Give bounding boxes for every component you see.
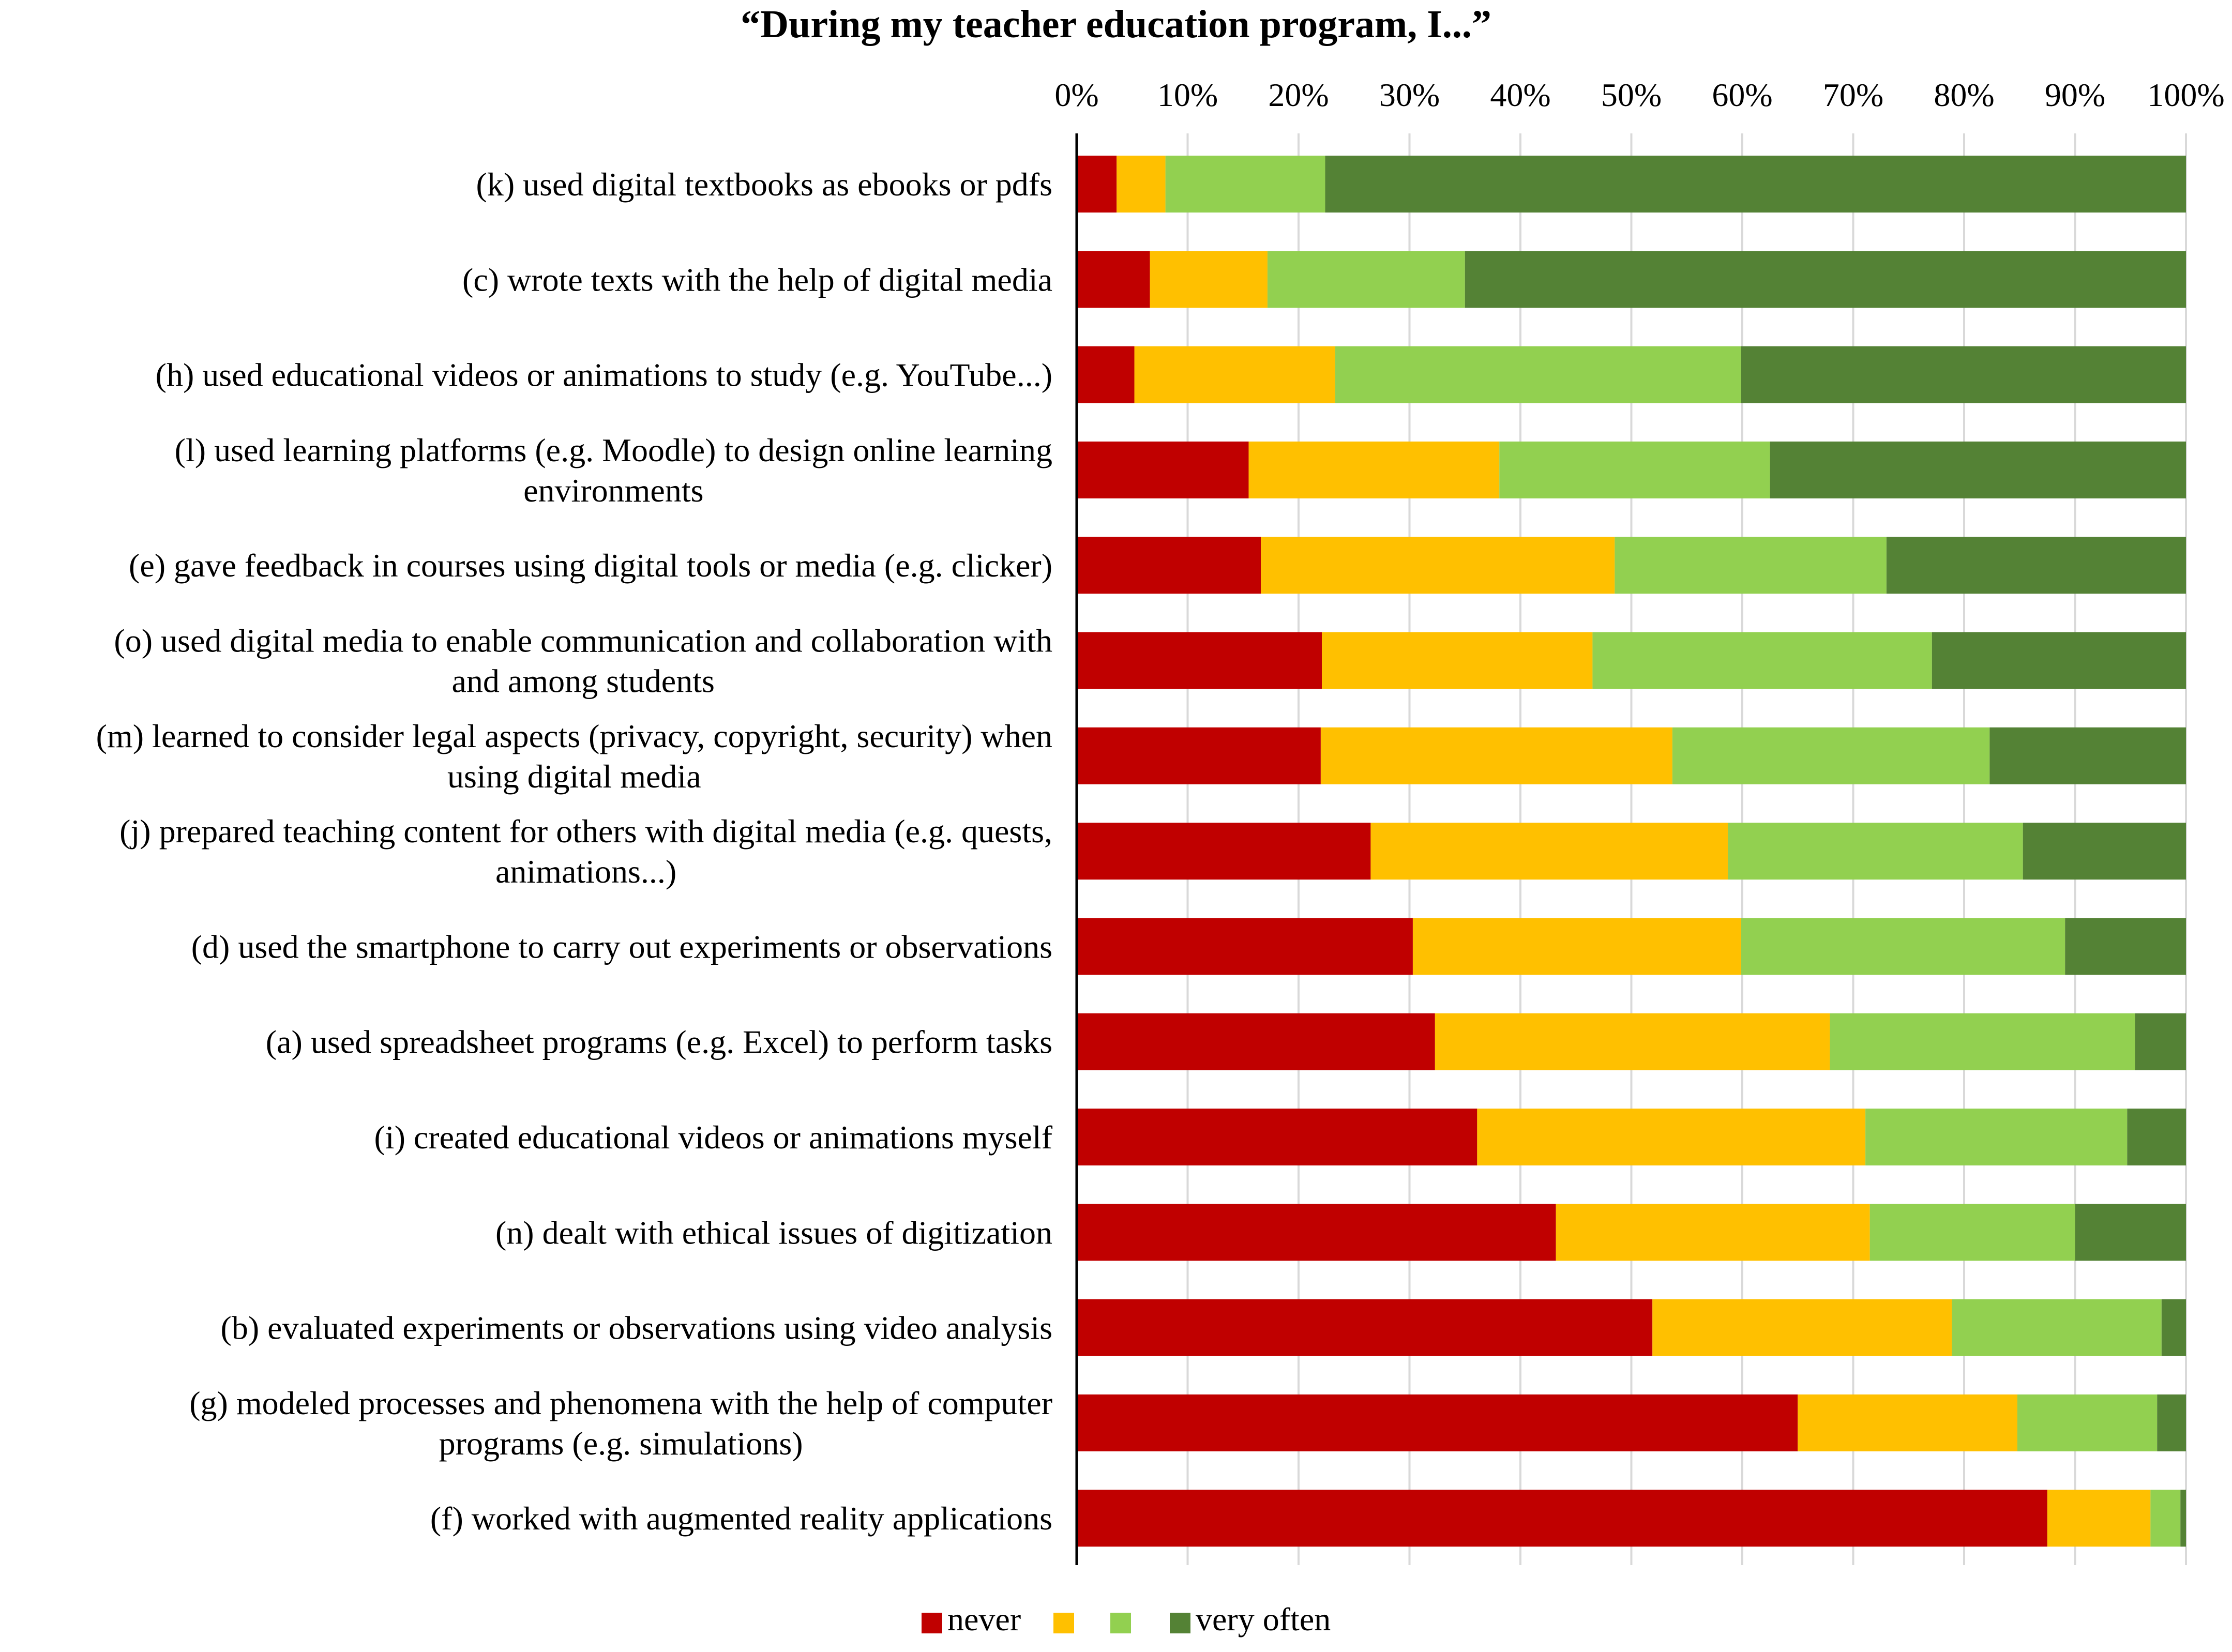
bar-segment bbox=[1477, 1109, 1866, 1165]
category-label: (f) worked with augmented reality applic… bbox=[430, 1500, 1052, 1537]
bar-segment bbox=[2047, 1490, 2151, 1547]
bar-segment bbox=[1077, 1013, 1435, 1070]
x-tick-label: 90% bbox=[2045, 77, 2105, 113]
category-label: (b) evaluated experiments or observation… bbox=[221, 1310, 1052, 1346]
bar-segment bbox=[1556, 1204, 1870, 1261]
legend-swatch bbox=[1110, 1613, 1131, 1633]
category-label: (o) used digital media to enable communi… bbox=[114, 623, 1052, 700]
legend: never very often bbox=[922, 1601, 1331, 1638]
bar-segment bbox=[2135, 1013, 2186, 1070]
bar-segment bbox=[1412, 918, 1741, 975]
bar-segment bbox=[1077, 727, 1321, 784]
bar-segment bbox=[1267, 251, 1465, 308]
category-label: (e) gave feedback in courses using digit… bbox=[129, 547, 1052, 584]
bar-segment bbox=[1728, 823, 2023, 880]
bars bbox=[1077, 156, 2186, 1547]
bar-segment bbox=[1886, 537, 2186, 594]
bar-segment bbox=[1325, 156, 2186, 213]
category-label: (l) used learning platforms (e.g. Moodle… bbox=[175, 432, 1052, 509]
bar-segment bbox=[1077, 251, 1150, 308]
x-tick-label: 10% bbox=[1157, 77, 1218, 113]
x-tick-label: 60% bbox=[1712, 77, 1772, 113]
bar-segment bbox=[1952, 1299, 2162, 1356]
x-tick-label: 20% bbox=[1268, 77, 1329, 113]
bar-segment bbox=[1592, 632, 1932, 689]
bar-segment bbox=[1770, 441, 2186, 498]
category-label: (h) used educational videos or animation… bbox=[156, 357, 1052, 393]
legend-swatch bbox=[922, 1613, 942, 1633]
bar-segment bbox=[1077, 1299, 1653, 1356]
category-label: (m) learned to consider legal aspects (p… bbox=[96, 718, 1052, 795]
category-label: (d) used the smartphone to carry out exp… bbox=[191, 928, 1052, 965]
bar-segment bbox=[1077, 156, 1117, 213]
category-label: (g) modeled processes and phenomena with… bbox=[189, 1385, 1052, 1462]
chart-title: “During my teacher education program, I.… bbox=[741, 3, 1491, 46]
legend-label: never bbox=[947, 1601, 1021, 1638]
legend-label: very often bbox=[1196, 1601, 1331, 1638]
bar-segment bbox=[1798, 1394, 2017, 1451]
x-tick-label: 0% bbox=[1054, 77, 1098, 113]
bar-segment bbox=[2065, 918, 2186, 975]
bar-segment bbox=[2127, 1109, 2186, 1165]
bar-segment bbox=[1077, 632, 1322, 689]
x-axis-ticks: 0% 10% 20% 30% 40% 50% 60% 70% 80% 90% 100% bbox=[1054, 77, 2224, 113]
legend-swatch bbox=[1170, 1613, 1190, 1633]
bar-segment bbox=[1869, 1204, 2075, 1261]
bar-segment bbox=[1741, 918, 2065, 975]
bar-segment bbox=[1150, 251, 1268, 308]
bar-segment bbox=[1499, 441, 1770, 498]
bar-segment bbox=[1165, 156, 1325, 213]
bar-segment bbox=[1322, 632, 1593, 689]
bar-segment bbox=[2150, 1490, 2181, 1547]
bar-segment bbox=[2161, 1299, 2186, 1356]
bar-segment bbox=[1077, 823, 1371, 880]
category-label: (c) wrote texts with the help of digital… bbox=[462, 261, 1052, 298]
bar-segment bbox=[1248, 441, 1500, 498]
bar-segment bbox=[1077, 441, 1249, 498]
bar-segment bbox=[1615, 537, 1887, 594]
bar-segment bbox=[2157, 1394, 2186, 1451]
bar-segment bbox=[1077, 1490, 2047, 1547]
bar-segment bbox=[1261, 537, 1615, 594]
bar-segment bbox=[2075, 1204, 2186, 1261]
category-label: (n) dealt with ethical issues of digitiz… bbox=[495, 1214, 1052, 1251]
bar-segment bbox=[1335, 346, 1741, 403]
category-label: (i) created educational videos or animat… bbox=[374, 1119, 1052, 1156]
bar-segment bbox=[1741, 346, 2186, 403]
bar-segment bbox=[2180, 1490, 2186, 1547]
category-label: (j) prepared teaching content for others… bbox=[119, 813, 1052, 890]
bar-segment bbox=[1465, 251, 2186, 308]
bar-segment bbox=[1865, 1109, 2128, 1165]
x-tick-label: 80% bbox=[1934, 77, 1994, 113]
bar-segment bbox=[1117, 156, 1166, 213]
bar-segment bbox=[1134, 346, 1335, 403]
bar-segment bbox=[1370, 823, 1728, 880]
bar-segment bbox=[1320, 727, 1672, 784]
bar-segment bbox=[1652, 1299, 1952, 1356]
bar-segment bbox=[1077, 537, 1261, 594]
category-label: (k) used digital textbooks as ebooks or … bbox=[476, 166, 1053, 203]
category-label: (a) used spreadsheet programs (e.g. Exce… bbox=[266, 1024, 1052, 1060]
bar-segment bbox=[1435, 1013, 1830, 1070]
bar-segment bbox=[1830, 1013, 2135, 1070]
x-tick-label: 40% bbox=[1490, 77, 1550, 113]
x-tick-label: 100% bbox=[2147, 77, 2224, 113]
bar-segment bbox=[1932, 632, 2186, 689]
x-tick-label: 30% bbox=[1379, 77, 1440, 113]
x-tick-label: 70% bbox=[1823, 77, 1883, 113]
x-tick-label: 50% bbox=[1601, 77, 1662, 113]
bar-segment bbox=[1077, 1204, 1556, 1261]
bar-segment bbox=[1077, 1394, 1798, 1451]
bar-segment bbox=[2023, 823, 2186, 880]
bar-segment bbox=[2017, 1394, 2158, 1451]
category-labels: (k) used digital textbooks as ebooks or … bbox=[96, 166, 1053, 1537]
bar-segment bbox=[1077, 346, 1135, 403]
bar-segment bbox=[1672, 727, 1990, 784]
bar-segment bbox=[1077, 1109, 1477, 1165]
legend-swatch bbox=[1053, 1613, 1074, 1633]
bar-segment bbox=[1989, 727, 2186, 784]
bar-segment bbox=[1077, 918, 1413, 975]
